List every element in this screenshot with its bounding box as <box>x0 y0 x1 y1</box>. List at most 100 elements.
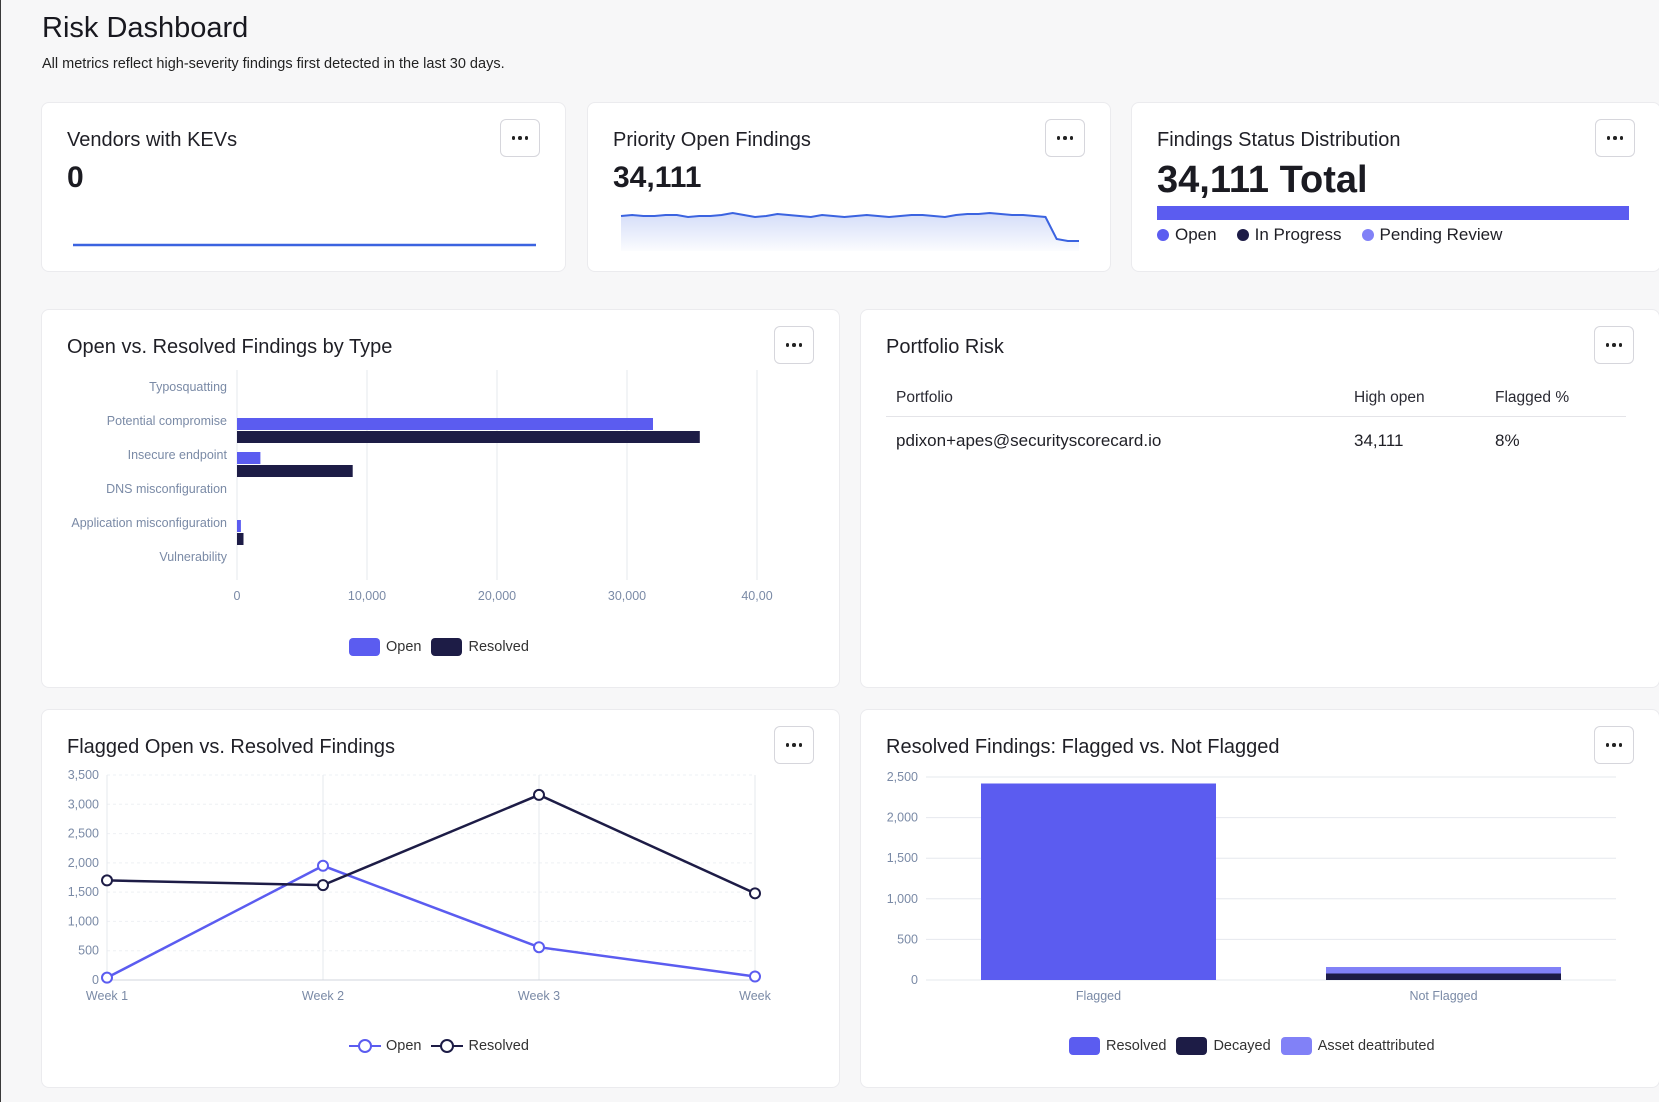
legend-swatch <box>349 638 380 656</box>
x-tick-label: 10,000 <box>348 589 386 603</box>
high-open-value: 34,111 <box>1354 431 1404 451</box>
x-tick-label: Flagged <box>1076 989 1121 1003</box>
legend-item[interactable]: Open <box>349 1037 421 1055</box>
legend-item[interactable]: In Progress <box>1236 225 1342 245</box>
y-tick-label: Typosquatting <box>149 380 227 394</box>
status-total: 34,111 Total <box>1157 159 1368 201</box>
legend-dot <box>1157 229 1169 241</box>
x-tick-label: Week <box>739 989 771 1003</box>
legend-label: Resolved <box>1106 1038 1167 1054</box>
portfolio-more-button[interactable] <box>1594 326 1634 364</box>
portfolio-card: Portfolio Risk Portfolio High open Flagg… <box>860 309 1659 688</box>
legend-swatch <box>1069 1037 1100 1055</box>
bar-open <box>237 418 653 430</box>
status-legend: Open In Progress Pending Review <box>1157 225 1522 245</box>
resolved-stacked-bar-chart: 0 500 1,000 1,500 2,000 2,500 Flagged Not Flagg… <box>887 770 1616 1003</box>
page-subtitle: All metrics reflect high-severity findin… <box>42 56 505 72</box>
bar-open <box>237 520 241 532</box>
data-point-open <box>749 970 761 983</box>
kev-more-button[interactable] <box>500 119 540 157</box>
y-tick-label: 0 <box>911 973 918 987</box>
bar-segment-asset-deattributed <box>1326 967 1561 974</box>
legend-label: Pending Review <box>1379 225 1503 244</box>
data-point-resolved <box>101 874 113 887</box>
y-tick-label: Application misconfiguration <box>71 516 227 530</box>
more-icon <box>785 743 790 747</box>
legend-label: Open <box>1175 225 1217 244</box>
column-header-high-open[interactable]: High open <box>1344 380 1485 417</box>
x-tick-label: Not Flagged <box>1409 989 1477 1003</box>
status-more-button[interactable] <box>1595 119 1635 157</box>
flagged-legend: Open Resolved <box>349 1037 539 1055</box>
legend-item[interactable]: Open <box>1157 225 1217 245</box>
legend-label: Asset deattributed <box>1317 1038 1435 1054</box>
more-icon <box>785 343 790 347</box>
legend-item[interactable]: Resolved <box>1069 1037 1166 1055</box>
legend-swatch <box>1176 1037 1208 1055</box>
y-tick-label: Insecure endpoint <box>128 448 228 462</box>
legend-label: Decayed <box>1213 1038 1271 1054</box>
legend-swatch <box>1280 1037 1312 1055</box>
flagged-card-title: Flagged Open vs. Resolved Findings <box>67 736 395 758</box>
bar-open <box>237 452 261 464</box>
legend-dot <box>1236 229 1249 241</box>
resolved-legend: Resolved Decayed Asset deattributed <box>1069 1037 1445 1055</box>
y-tick-label: 1,000 <box>68 914 99 928</box>
type-more-button[interactable] <box>774 326 814 364</box>
legend-label: Resolved <box>468 639 529 655</box>
bar-resolved <box>237 465 353 477</box>
data-point-resolved <box>533 788 545 801</box>
x-tick-label: Week 2 <box>302 989 344 1003</box>
type-card-title: Open vs. Resolved Findings by Type <box>67 336 393 358</box>
more-icon <box>511 136 516 140</box>
y-tick-label: Potential compromise <box>107 414 227 428</box>
type-legend: Open Resolved <box>349 638 539 656</box>
bar-segment-decayed <box>1326 973 1561 980</box>
priority-card: Priority Open Findings 34,111 <box>587 102 1111 272</box>
data-point-open <box>101 971 113 984</box>
column-header-portfolio[interactable]: Portfolio <box>886 380 1344 417</box>
page-title: Risk Dashboard <box>42 12 249 44</box>
bar-resolved <box>237 533 244 545</box>
y-tick-label: 0 <box>92 973 99 987</box>
legend-item[interactable]: Resolved <box>431 1037 529 1055</box>
x-tick-label: 30,000 <box>608 589 646 603</box>
priority-sparkline-line <box>620 211 1079 242</box>
legend-item[interactable]: Decayed <box>1176 1037 1271 1055</box>
more-icon <box>1605 343 1610 347</box>
legend-item[interactable]: Open <box>349 638 421 656</box>
legend-item[interactable]: Asset deattributed <box>1280 1037 1435 1055</box>
flagged-pct-value: 8% <box>1495 431 1520 451</box>
type-bar-chart: 0 10,000 20,000 30,000 40,00 Typosquatting Pot… <box>71 370 773 603</box>
legend-label: Resolved <box>468 1038 529 1054</box>
legend-swatch <box>431 638 463 656</box>
table-row[interactable]: pdixon+apes@securityscorecard.io 34,111 … <box>886 416 1626 466</box>
resolved-card-title: Resolved Findings: Flagged vs. Not Flagg… <box>886 736 1280 758</box>
resolved-more-button[interactable] <box>1594 726 1634 764</box>
x-tick-label: 40,00 <box>741 589 772 603</box>
flagged-line-chart: 0 500 1,000 1,500 2,000 2,500 3,000 3,500 Week 1… <box>68 770 772 1003</box>
priority-count: 34,111 <box>613 161 702 194</box>
column-header-flagged-pct[interactable]: Flagged % <box>1485 380 1626 417</box>
x-tick-label: 0 <box>234 589 241 603</box>
portfolio-table: Portfolio High open Flagged % pdixon+ape… <box>886 380 1626 466</box>
status-segment-open <box>1157 206 1629 220</box>
portfolio-name[interactable]: pdixon+apes@securityscorecard.io <box>896 431 1162 451</box>
y-tick-label: 500 <box>897 932 918 946</box>
y-tick-label: 1,000 <box>887 892 918 906</box>
legend-swatch <box>431 1039 464 1053</box>
bar-segment-resolved <box>981 783 1216 980</box>
legend-item[interactable]: Resolved <box>431 638 529 656</box>
y-tick-label: 3,000 <box>68 797 99 811</box>
type-card: Open vs. Resolved Findings by Type 0 10,0… <box>41 309 840 688</box>
legend-label: In Progress <box>1254 225 1342 244</box>
status-card: Findings Status Distribution 34,111 Tota… <box>1131 102 1659 272</box>
portfolio-card-title: Portfolio Risk <box>886 336 1004 358</box>
priority-more-button[interactable] <box>1045 119 1085 157</box>
legend-item[interactable]: Pending Review <box>1361 225 1503 245</box>
priority-sparkline <box>620 211 1079 251</box>
kev-card: Vendors with KEVs 0 <box>41 102 566 272</box>
flagged-more-button[interactable] <box>774 726 814 764</box>
y-tick-label: 2,000 <box>887 811 918 825</box>
y-tick-label: Vulnerability <box>159 550 227 564</box>
